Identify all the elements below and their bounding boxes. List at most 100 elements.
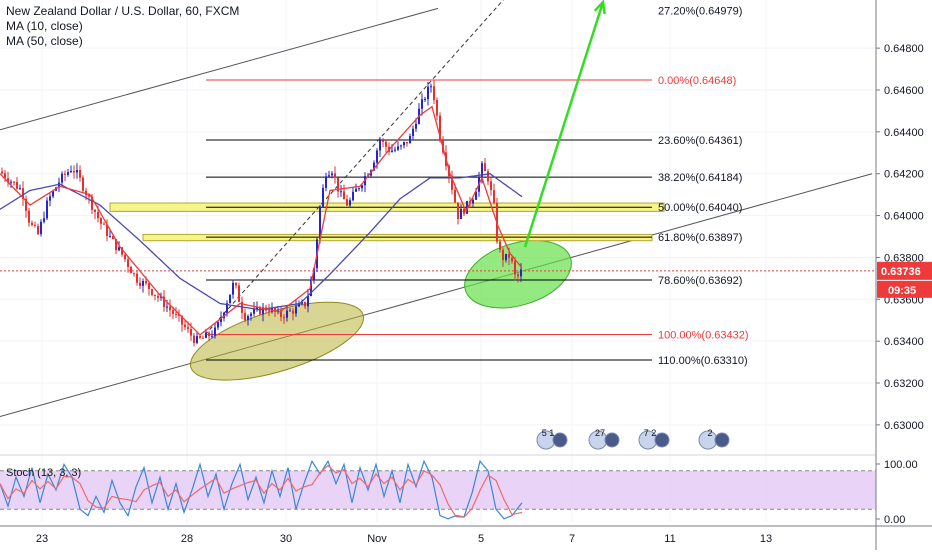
candle-body-78 bbox=[235, 282, 237, 286]
candle-body-81 bbox=[244, 312, 246, 321]
candle-body-170 bbox=[511, 257, 513, 262]
stoch-d-line bbox=[0, 464, 523, 518]
candle-body-42 bbox=[127, 259, 129, 267]
candle-body-20 bbox=[61, 173, 63, 183]
candle-body-25 bbox=[76, 170, 78, 173]
event-flag-icon-secondary bbox=[714, 432, 730, 448]
candle-body-173 bbox=[520, 269, 522, 277]
event-icon-3[interactable]: 2 bbox=[698, 428, 730, 450]
candle-body-132 bbox=[397, 146, 399, 150]
candle-body-40 bbox=[121, 247, 123, 255]
candle-body-83 bbox=[250, 313, 252, 317]
candle-body-101 bbox=[304, 301, 306, 307]
event-icon-0[interactable]: 5 1 bbox=[536, 428, 568, 450]
candle-body-130 bbox=[391, 150, 393, 152]
lower-channel-line bbox=[0, 173, 873, 417]
countdown-label: 09:35 bbox=[888, 285, 916, 297]
candle-body-7 bbox=[22, 188, 24, 199]
stoch-tick-label-1: 0.00 bbox=[884, 514, 905, 526]
event-icon-label: 2 bbox=[707, 428, 712, 438]
candle-body-3 bbox=[10, 181, 12, 183]
fib-label-6: 78.60%(0.63692) bbox=[658, 275, 742, 287]
fib-label-0: 27.20%(0.64979) bbox=[658, 6, 742, 18]
candle-body-69 bbox=[208, 332, 210, 337]
candle-body-23 bbox=[70, 170, 72, 173]
candle-body-44 bbox=[133, 273, 135, 275]
candle-body-146 bbox=[439, 115, 441, 140]
candle-body-141 bbox=[424, 99, 426, 101]
event-icon-2[interactable]: 7 2 bbox=[638, 428, 670, 450]
candle-body-135 bbox=[406, 141, 408, 144]
time-tick-label-1: 28 bbox=[181, 533, 193, 545]
price-tick-label-3: 0.64200 bbox=[884, 169, 924, 181]
candle-body-38 bbox=[115, 238, 117, 251]
candle-body-168 bbox=[505, 253, 507, 261]
candle-body-87 bbox=[262, 307, 264, 315]
ma50-line bbox=[0, 173, 523, 311]
candle-body-27 bbox=[82, 177, 84, 191]
candle-body-127 bbox=[382, 140, 384, 142]
candle-body-14 bbox=[43, 218, 45, 222]
candle-body-22 bbox=[67, 172, 69, 175]
candle-body-154 bbox=[463, 208, 465, 214]
candle-body-45 bbox=[136, 273, 138, 283]
current-price-tag bbox=[877, 261, 932, 280]
time-tick-label-4: 5 bbox=[478, 533, 484, 545]
candle-body-98 bbox=[295, 306, 297, 314]
stoch-legend: Stoch (13, 3, 3) bbox=[6, 467, 81, 479]
candle-body-37 bbox=[112, 236, 114, 239]
candle-body-63 bbox=[190, 329, 192, 336]
candle-body-0 bbox=[1, 171, 3, 174]
candle-body-2 bbox=[7, 178, 9, 183]
price-tick-label-4: 0.64000 bbox=[884, 211, 924, 223]
candle-body-82 bbox=[247, 316, 249, 321]
candle-body-91 bbox=[274, 307, 276, 312]
candle-body-79 bbox=[238, 285, 240, 302]
grid bbox=[0, 0, 876, 522]
fib-label-4: 50.00%(0.64040) bbox=[658, 202, 742, 214]
candle-body-106 bbox=[319, 206, 321, 240]
candle-body-109 bbox=[328, 175, 330, 177]
time-tick-label-5: 7 bbox=[569, 533, 575, 545]
candle-body-46 bbox=[139, 282, 141, 286]
candle-body-107 bbox=[322, 187, 324, 207]
time-tick-label-7: 13 bbox=[760, 533, 772, 545]
fib-trend-line bbox=[204, 0, 504, 336]
candle-body-86 bbox=[259, 307, 261, 315]
fib-label-3: 38.20%(0.64184) bbox=[658, 172, 742, 184]
candle-body-31 bbox=[94, 209, 96, 212]
candle-body-49 bbox=[148, 283, 150, 290]
time-tick-label-3: Nov bbox=[367, 533, 387, 545]
current-price-label: 0.63736 bbox=[881, 266, 921, 278]
candle-body-62 bbox=[187, 327, 189, 330]
annotation-layer-front: 27.20%(0.64979) 0.00%(0.64648) 23.60%(0.64… bbox=[523, 0, 749, 450]
candle-body-89 bbox=[268, 310, 270, 312]
candle-body-167 bbox=[502, 249, 504, 261]
stochastic-pane: Stoch (13, 3, 3) bbox=[0, 459, 876, 520]
candle-body-143 bbox=[430, 86, 432, 88]
event-icon-1[interactable]: 27 bbox=[588, 428, 620, 450]
candle-body-33 bbox=[100, 218, 102, 224]
candle-body-9 bbox=[28, 210, 30, 223]
time-tick-label-2: 30 bbox=[280, 533, 292, 545]
support-ellipse bbox=[189, 301, 365, 381]
candle-body-111 bbox=[334, 173, 336, 178]
candle-body-117 bbox=[352, 191, 354, 201]
candle-body-61 bbox=[184, 324, 186, 328]
candle-body-136 bbox=[409, 136, 411, 144]
candle-body-125 bbox=[376, 150, 378, 163]
countdown-tag bbox=[877, 280, 932, 298]
time-tick-label-0: 23 bbox=[36, 533, 48, 545]
candle-body-64 bbox=[193, 335, 195, 343]
chart-legend: New Zealand Dollar / U.S. Dollar, 60, FX… bbox=[6, 4, 239, 49]
candle-body-11 bbox=[34, 224, 36, 226]
candle-body-8 bbox=[25, 198, 27, 211]
price-tick-label-2: 0.64400 bbox=[884, 127, 924, 139]
candle-body-134 bbox=[403, 141, 405, 146]
event-flag-icon-secondary bbox=[552, 432, 568, 448]
candle-body-10 bbox=[31, 222, 33, 225]
candle-body-72 bbox=[217, 322, 219, 328]
projection-arrow-head bbox=[593, 0, 606, 15]
